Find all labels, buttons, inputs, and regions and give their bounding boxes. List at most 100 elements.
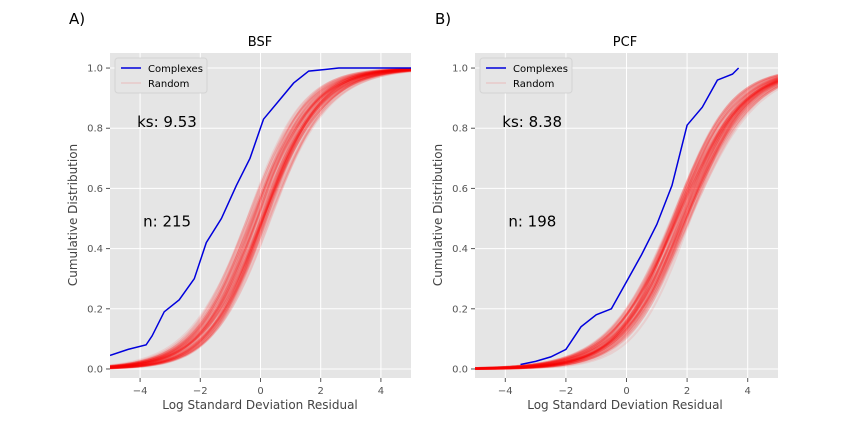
random-series-line — [475, 81, 778, 370]
random-series-line — [475, 78, 778, 370]
random-series-line — [475, 81, 778, 370]
x-axis-label: Log Standard Deviation Residual — [162, 398, 358, 412]
y-tick-label: 0.4 — [452, 244, 468, 255]
x-axis-label: Log Standard Deviation Residual — [527, 398, 723, 412]
random-series-line — [110, 67, 411, 369]
random-series-line — [475, 79, 778, 370]
y-tick-label: 1.0 — [87, 64, 103, 75]
legend-label-random: Random — [148, 79, 189, 90]
x-tick-label: −4 — [133, 386, 148, 397]
random-series-line — [110, 69, 411, 368]
x-tick-label: 0 — [257, 386, 263, 397]
random-series-line — [475, 76, 778, 370]
random-series-line — [110, 68, 411, 369]
random-series-line — [110, 69, 411, 368]
random-series-line — [475, 84, 778, 370]
annotation-text: ks: 8.38 — [502, 113, 562, 131]
random-series-line — [110, 68, 411, 368]
random-series-line — [475, 80, 778, 370]
random-series-line — [110, 68, 411, 370]
random-series-line — [110, 68, 411, 368]
random-series-line — [475, 83, 778, 370]
annotation-text: n: 215 — [143, 213, 191, 231]
random-series-line — [475, 81, 778, 370]
random-series-line — [110, 68, 411, 369]
random-series-line — [110, 69, 411, 368]
random-series-line — [475, 86, 778, 370]
annotation-text: n: 198 — [508, 213, 556, 231]
random-series-line — [475, 81, 778, 370]
random-series-line — [110, 69, 411, 369]
random-series-line — [475, 76, 778, 370]
random-series-line — [110, 68, 411, 368]
random-series-line — [110, 69, 411, 369]
random-series-line — [110, 68, 411, 369]
random-series-line — [110, 68, 411, 369]
random-series-line — [475, 80, 778, 370]
random-series-line — [475, 79, 778, 370]
random-series-line — [475, 77, 778, 370]
random-series-line — [475, 83, 778, 370]
y-tick-label: 0.0 — [452, 364, 468, 375]
random-series-line — [110, 68, 411, 369]
random-series-line — [110, 67, 411, 369]
random-series-line — [110, 69, 411, 368]
random-series-line — [475, 85, 778, 370]
random-series-line — [110, 67, 411, 369]
y-tick-label: 0.0 — [87, 364, 103, 375]
random-series-line — [475, 78, 778, 370]
random-series-line — [475, 74, 778, 370]
legend-box — [479, 57, 573, 94]
random-series-line — [110, 68, 411, 369]
random-series-line — [110, 68, 411, 368]
random-series-line — [475, 80, 778, 370]
panel-label: A) — [69, 10, 85, 28]
random-series-line — [110, 68, 411, 369]
random-series-line — [110, 69, 411, 369]
random-series-line — [475, 76, 778, 370]
x-tick-label: 2 — [318, 386, 324, 397]
random-series-line — [110, 68, 411, 370]
random-series-line — [475, 73, 778, 370]
y-tick-label: 0.2 — [452, 304, 468, 315]
random-series-line — [110, 68, 411, 369]
random-series-line — [475, 80, 778, 370]
random-series-line — [110, 67, 411, 370]
y-tick-label: 0.2 — [87, 304, 103, 315]
random-series-line — [475, 80, 778, 370]
random-series-line — [110, 69, 411, 368]
random-series-line — [475, 75, 778, 370]
legend: Complexes Random — [479, 57, 573, 94]
random-series-line — [110, 67, 411, 369]
complexes-series-group — [110, 67, 411, 357]
chart-title: PCF — [613, 35, 637, 50]
random-series-line — [110, 69, 411, 368]
x-tick-label: 0 — [623, 386, 629, 397]
random-series-line — [110, 68, 411, 370]
random-series-line — [475, 77, 778, 370]
random-series-line — [110, 68, 411, 369]
random-series-line — [110, 68, 411, 368]
random-series-line — [475, 80, 778, 370]
random-series-line — [475, 88, 778, 370]
random-series-line — [110, 68, 411, 370]
random-series-line — [475, 78, 778, 370]
random-series-line — [110, 68, 411, 370]
random-series-line — [475, 79, 778, 370]
random-series-line — [475, 82, 778, 370]
random-series-line — [475, 78, 778, 370]
x-tick-label: 2 — [684, 386, 690, 397]
y-tick-label: 1.0 — [452, 64, 468, 75]
random-series-line — [110, 69, 411, 369]
random-series-line — [475, 82, 778, 370]
random-series-line — [110, 67, 411, 370]
random-series-line — [475, 84, 778, 370]
random-series-line — [475, 79, 778, 370]
legend-box — [114, 57, 208, 94]
x-tick-label: 4 — [378, 386, 384, 397]
random-series-line — [475, 82, 778, 370]
random-series-line — [475, 79, 778, 370]
random-series-line — [475, 77, 778, 370]
random-series-line — [110, 68, 411, 369]
